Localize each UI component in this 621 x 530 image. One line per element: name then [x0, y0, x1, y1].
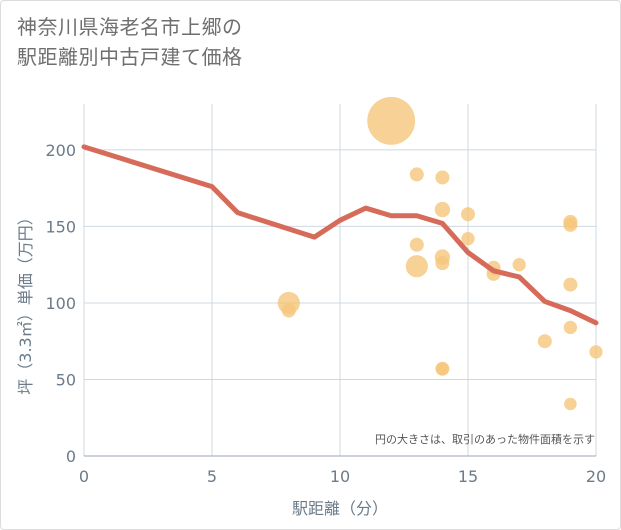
grid-lines	[83, 104, 597, 457]
trend-line-group	[81, 144, 599, 326]
data-bubble	[589, 345, 603, 359]
data-bubble	[512, 258, 526, 272]
y-tick-label: 0	[66, 447, 76, 466]
x-axis-label: 駅距離（分）	[292, 499, 388, 518]
data-bubble	[461, 207, 475, 222]
y-tick-label: 200	[45, 141, 76, 160]
data-bubble	[435, 256, 450, 271]
x-tick-label: 15	[458, 467, 478, 486]
data-bubble	[563, 277, 578, 292]
y-axis-label: 坪（3.3㎡）単価（万円）	[16, 209, 35, 394]
trend-line	[81, 144, 599, 326]
chart-title: 神奈川県海老名市上郷の 駅距離別中古戸建て価格	[17, 12, 437, 72]
data-bubble	[434, 201, 451, 218]
bubble-series	[277, 96, 603, 411]
size-legend-note: 円の大きさは、取引のあった物件面積を示す	[375, 432, 595, 446]
data-bubble	[409, 237, 424, 252]
x-tick-label: 0	[79, 467, 89, 486]
y-tick-label: 50	[56, 370, 76, 389]
data-bubble	[563, 320, 578, 335]
x-tick-label: 10	[330, 467, 350, 486]
data-bubble	[367, 96, 416, 145]
data-bubble	[405, 255, 428, 278]
x-tick-label: 20	[586, 467, 606, 486]
data-bubble	[564, 397, 577, 411]
data-bubble	[409, 167, 424, 182]
data-bubble	[461, 232, 475, 246]
chart-title-line-1: 神奈川県海老名市上郷の	[17, 15, 243, 39]
chart-title-line-2: 駅距離別中古戸建て価格	[17, 45, 243, 69]
y-tick-label: 100	[45, 294, 76, 313]
data-bubble	[563, 217, 578, 232]
data-bubble	[281, 303, 296, 318]
data-bubble	[435, 170, 450, 185]
data-bubble	[436, 362, 449, 376]
y-tick-label: 150	[45, 217, 76, 236]
data-bubble	[537, 334, 552, 349]
x-tick-label: 5	[207, 467, 217, 486]
